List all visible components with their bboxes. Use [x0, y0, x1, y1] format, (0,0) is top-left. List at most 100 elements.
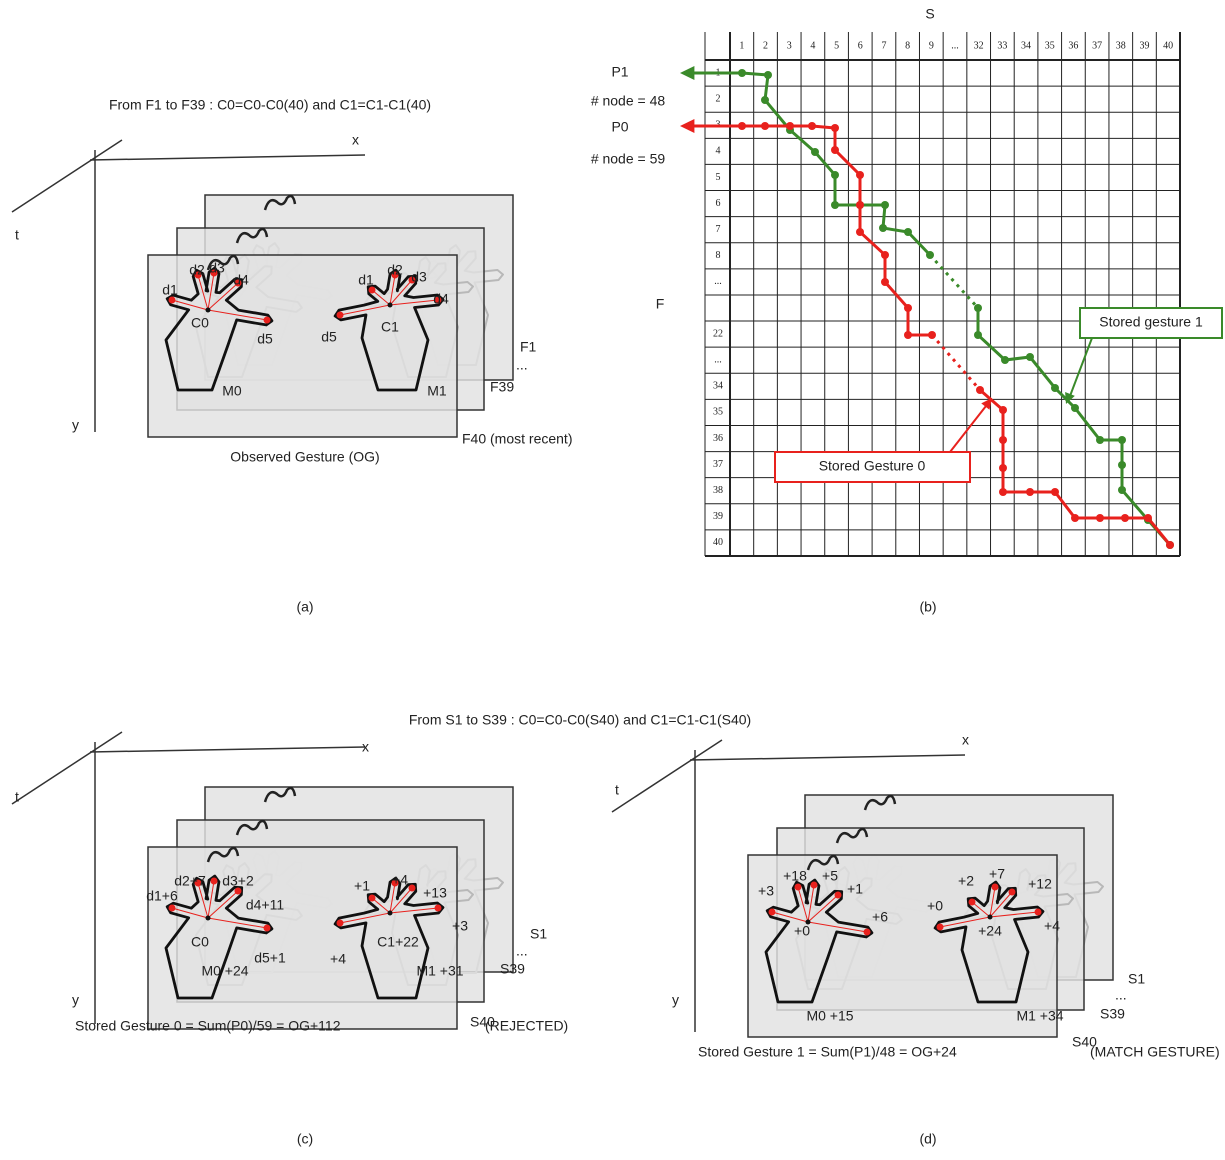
path-node: [856, 171, 864, 179]
center-label: +24: [978, 923, 1002, 939]
verdict: (MATCH GESTURE): [1090, 1044, 1220, 1060]
feature-point: [409, 885, 416, 892]
path-node: [1071, 404, 1079, 412]
path-gap: [930, 255, 978, 308]
path-node: [1026, 353, 1034, 361]
caption: (d): [919, 1131, 936, 1147]
finger-label: +13: [423, 885, 447, 901]
finger-label: +1: [354, 878, 370, 894]
path-node: [1096, 514, 1104, 522]
path-node: [808, 122, 816, 130]
row-label: 2: [716, 93, 721, 104]
finger-label: +3: [452, 918, 468, 934]
caption: (c): [297, 1131, 313, 1147]
column-label: 40: [1163, 40, 1173, 51]
axis-label: t: [15, 227, 19, 243]
feature-point: [835, 892, 842, 899]
path-gap: [932, 335, 980, 390]
path-node: [879, 224, 887, 232]
center-label: C0: [191, 934, 209, 950]
path-node: [1118, 461, 1126, 469]
column-label: 35: [1045, 40, 1055, 51]
feature-point: [264, 925, 271, 932]
column-label: ...: [951, 40, 959, 51]
column-label: 37: [1092, 40, 1102, 51]
column-label: 4: [810, 40, 815, 51]
row-label: 8: [716, 250, 721, 261]
footer: Stored Gesture 1 = Sum(P1)/48 = OG+24: [698, 1044, 957, 1060]
finger-label: d4: [233, 272, 249, 288]
path-node: [999, 464, 1007, 472]
column-label: 39: [1139, 40, 1149, 51]
finger-label: d2: [387, 262, 403, 278]
feature-point: [337, 920, 344, 927]
finger-label: d2+7: [174, 873, 206, 889]
callout: Stored gesture 1: [1099, 314, 1203, 330]
frame-label: F1: [520, 339, 537, 355]
column-label: 34: [1021, 40, 1031, 51]
column-label: 33: [997, 40, 1007, 51]
column-label: 38: [1116, 40, 1126, 51]
feature-point: [811, 882, 818, 889]
feature-point: [337, 312, 344, 319]
column-label: 2: [763, 40, 768, 51]
figure: xtyFrom F1 to F39 : C0=C0-C0(40) and C1=…: [0, 0, 1225, 1160]
path-node: [856, 228, 864, 236]
center-point: [388, 303, 393, 308]
path-node: [811, 148, 819, 156]
column-label: 8: [905, 40, 910, 51]
center-point: [206, 916, 211, 921]
path-node: [974, 331, 982, 339]
column-label: 7: [881, 40, 886, 51]
axis-label: t: [15, 789, 19, 805]
axis-label: y: [72, 417, 79, 433]
path-node: [738, 122, 746, 130]
path-node: [1166, 541, 1174, 549]
center-label: +0: [794, 923, 810, 939]
arrow-head: [680, 119, 694, 133]
finger-label: d5: [257, 331, 273, 347]
finger-label: +3: [758, 883, 774, 899]
hand-name: M0 +15: [806, 1008, 853, 1024]
feature-point: [795, 884, 802, 891]
row-label: 5: [716, 172, 721, 183]
feature-point: [169, 905, 176, 912]
t-axis: [612, 740, 722, 812]
column-label: 3: [787, 40, 792, 51]
row-label: ...: [714, 355, 722, 366]
path-node: [904, 228, 912, 236]
frame-label: ...: [516, 943, 528, 959]
finger-label: d1: [358, 272, 374, 288]
path-node: [881, 278, 889, 286]
path-node: [1118, 486, 1126, 494]
center-point: [388, 911, 393, 916]
finger-label: d3: [209, 260, 225, 276]
heading: From F1 to F39 : C0=C0-C0(40) and C1=C1-…: [109, 97, 431, 113]
x-axis: [90, 747, 365, 752]
footer: Stored Gesture 0 = Sum(P0)/59 = OG+112: [75, 1018, 341, 1034]
hand-name: M0: [222, 383, 242, 399]
path-node: [831, 124, 839, 132]
frame-label: F40 (most recent): [462, 431, 572, 447]
path-name: P0: [611, 119, 628, 135]
x-axis: [690, 755, 965, 760]
axis-label: y: [72, 992, 79, 1008]
center-point: [988, 915, 993, 920]
path-node: [1121, 514, 1129, 522]
callout: Stored Gesture 0: [819, 458, 926, 474]
path-node: [831, 201, 839, 209]
callout-line: [950, 406, 986, 452]
warping-path: [978, 308, 1170, 545]
finger-label: +18: [783, 868, 807, 884]
frame-label: S39: [500, 961, 525, 977]
column-label: 9: [929, 40, 934, 51]
column-label: 32: [974, 40, 984, 51]
path-node: [1118, 436, 1126, 444]
hand-name: M0 +24: [201, 963, 248, 979]
feature-point: [435, 905, 442, 912]
row-label: 39: [713, 511, 723, 522]
finger-label: d3+2: [222, 873, 254, 889]
finger-label: d5: [321, 329, 337, 345]
feature-point: [1009, 889, 1016, 896]
path-name: P1: [611, 64, 628, 80]
